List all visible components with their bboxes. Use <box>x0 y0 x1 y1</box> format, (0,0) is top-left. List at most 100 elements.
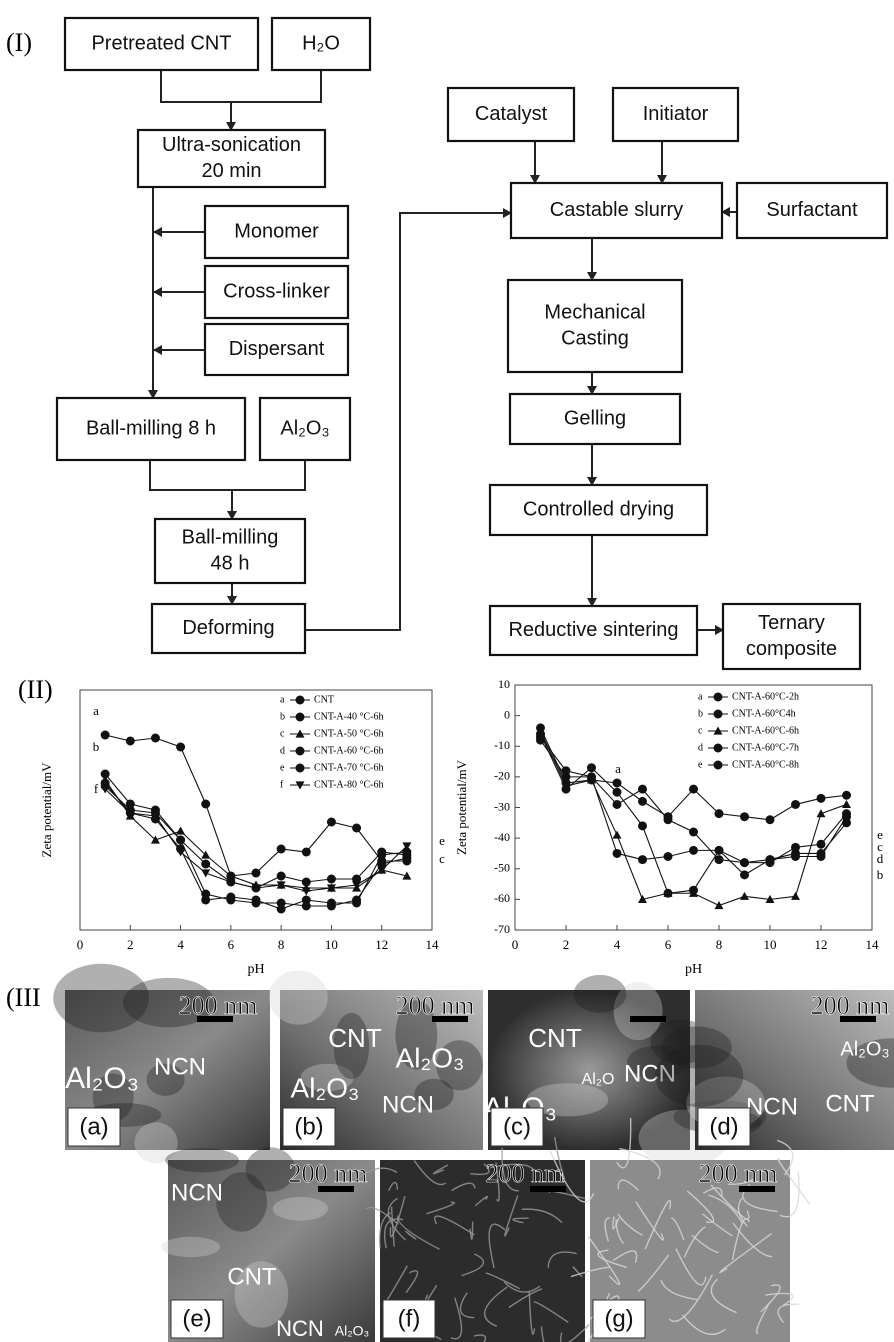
data-point <box>663 888 673 897</box>
fiber <box>512 1217 529 1224</box>
flow-node <box>446 86 576 143</box>
panel-sublabel: (d) <box>709 1113 738 1140</box>
fiber <box>459 1292 475 1319</box>
data-point <box>765 855 775 865</box>
node-label: 20 min <box>201 160 261 182</box>
data-point <box>377 859 387 869</box>
panel-label: (II) <box>18 675 53 704</box>
data-point <box>612 830 622 839</box>
arrow <box>305 208 512 631</box>
annotation: Al₂O₃ <box>840 1038 889 1060</box>
data-point <box>587 772 596 782</box>
y-tick-label: -20 <box>494 769 510 783</box>
fiber <box>504 1195 519 1237</box>
y-tick-label: -50 <box>494 861 510 875</box>
fiber <box>383 1218 404 1249</box>
scale-bar <box>432 1016 468 1022</box>
legend-letter: d <box>280 745 285 756</box>
data-point <box>176 835 186 845</box>
node-label: Ball-milling 8 h <box>86 417 216 439</box>
data-point <box>226 892 236 902</box>
data-point <box>612 799 622 809</box>
data-point <box>612 848 622 858</box>
legend-label: CNT-A-60°C-2h <box>732 691 799 702</box>
fiber <box>760 1284 781 1313</box>
label-box <box>697 1107 751 1147</box>
legend-label: CNT-A-60 °C-6h <box>314 745 383 756</box>
fiber <box>378 1211 392 1249</box>
fiber <box>604 1217 611 1242</box>
node-label: Al₂O₃ <box>280 417 329 439</box>
data-point <box>276 904 286 914</box>
fiber <box>617 1213 643 1236</box>
data-point <box>740 812 749 822</box>
flow-node <box>63 16 260 72</box>
grain <box>161 1236 221 1258</box>
fiber <box>390 1206 395 1247</box>
series-letter: b <box>877 867 884 882</box>
series-letter: a <box>93 703 99 718</box>
micrograph: 200 nm (f) <box>354 1136 590 1342</box>
fiber <box>597 1249 628 1269</box>
fiber <box>619 1147 661 1180</box>
fiber <box>686 1190 715 1224</box>
node-label: Cross-linker <box>223 280 330 302</box>
node-label: 48 h <box>211 552 250 574</box>
grain <box>395 1000 438 1070</box>
annotation: 200 nm <box>396 991 475 1020</box>
data-point <box>663 852 673 861</box>
data-point <box>276 871 286 881</box>
legend-marker <box>295 763 305 773</box>
annotation: Al₂O <box>582 1071 615 1088</box>
fiber <box>710 1184 750 1220</box>
y-tick-label: -40 <box>494 830 510 844</box>
annotation: Al₂O₃ <box>335 1323 369 1339</box>
data-point <box>714 901 724 910</box>
legend-label: CNT-A-60°C4h <box>732 708 796 719</box>
data-point <box>176 826 186 835</box>
data-point <box>100 785 110 794</box>
data-point <box>638 784 647 794</box>
data-point <box>276 844 286 854</box>
fiber <box>587 1235 621 1286</box>
data-point <box>352 823 362 833</box>
y-tick-label: 0 <box>504 707 510 721</box>
series-letter: c <box>877 839 883 854</box>
data-point <box>587 763 596 773</box>
annotation: NCN <box>171 1179 223 1206</box>
fiber <box>533 1301 569 1323</box>
node-label: Ternary <box>758 612 825 634</box>
fiber <box>691 1234 719 1254</box>
data-point <box>377 866 387 875</box>
flow-node <box>258 396 352 462</box>
fiber <box>495 1162 500 1202</box>
legend-letter: c <box>280 728 285 739</box>
y-tick-label: -70 <box>494 922 510 936</box>
data-point <box>201 895 211 905</box>
micrograph: 200 nm Al₂O₃ NCN (a) <box>53 963 270 1164</box>
legend-letter: e <box>698 759 703 770</box>
fiber <box>732 1222 773 1258</box>
y-axis-label: Zeta potential/mV <box>454 759 469 855</box>
data-point <box>816 809 826 818</box>
micrograph: 200 nm NCN CNT NCN Al₂O₃ (e) <box>161 1147 375 1342</box>
fiber <box>765 1292 794 1306</box>
fiber <box>559 1324 590 1342</box>
legend-marker <box>295 712 305 722</box>
fiber <box>675 1248 707 1286</box>
x-tick-label: 8 <box>716 937 723 952</box>
scale-bar <box>530 1186 566 1192</box>
data-point <box>301 877 311 887</box>
fiber <box>521 1208 563 1224</box>
data-point <box>201 850 211 859</box>
legend-label: CNT <box>314 694 334 705</box>
node-label: Ultra-sonication <box>162 134 301 156</box>
data-point <box>326 884 336 893</box>
fiber <box>637 1254 670 1293</box>
data-point <box>791 799 800 809</box>
annotation: CNT <box>825 1090 875 1117</box>
annotation: 200 nm <box>486 1159 565 1188</box>
data-point <box>816 839 826 849</box>
data-point <box>150 733 160 743</box>
